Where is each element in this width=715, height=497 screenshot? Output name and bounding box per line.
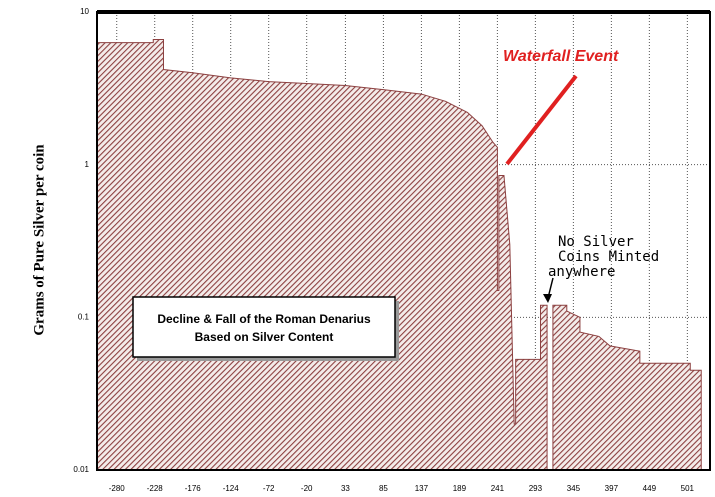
annotation: Coins Minted [558, 249, 659, 265]
annotation: Waterfall Event [503, 48, 619, 65]
title-box [132, 296, 396, 358]
chart-title: Decline & Fall of the Roman Denarius [157, 312, 371, 326]
x-tick-label: 293 [529, 484, 543, 493]
x-tick-label: 397 [605, 484, 619, 493]
x-tick-label: 33 [341, 484, 350, 493]
x-tick-label: -228 [147, 484, 164, 493]
x-tick-label: -176 [185, 484, 202, 493]
x-tick-label: -124 [223, 484, 240, 493]
y-tick-label: 0.1 [78, 312, 90, 321]
waterfall-pointer [505, 74, 578, 166]
y-axis-label: Grams of Pure Silver per coin [31, 144, 47, 336]
x-tick-label: 85 [379, 484, 388, 493]
x-tick-label: -72 [263, 484, 275, 493]
area [552, 304, 702, 471]
arrow-head [543, 294, 552, 303]
y-tick-label: 10 [80, 7, 89, 16]
x-tick-label: 345 [567, 484, 581, 493]
x-tick-label: 137 [415, 484, 429, 493]
x-tick-label: 449 [643, 484, 657, 493]
y-tick-label: 1 [85, 160, 90, 169]
y-tick-label: 0.01 [73, 465, 89, 474]
x-tick-label: 241 [491, 484, 505, 493]
x-tick-label: -20 [301, 484, 313, 493]
x-tick-label: 189 [453, 484, 467, 493]
area [96, 39, 548, 471]
x-tick-label: -280 [109, 484, 126, 493]
plot-area [96, 11, 710, 471]
x-tick-label: 501 [681, 484, 695, 493]
annotation: anywhere [548, 264, 615, 280]
chart-subtitle: Based on Silver Content [195, 330, 334, 344]
annotation: No Silver [558, 234, 634, 250]
